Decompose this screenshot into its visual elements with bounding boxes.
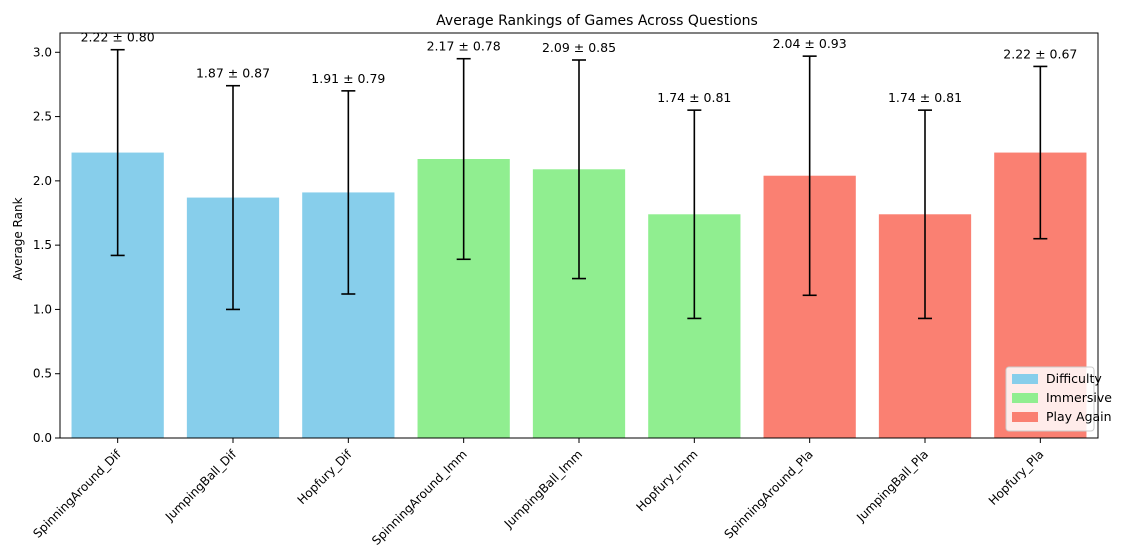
- y-tick-label: 0.0: [33, 431, 52, 445]
- x-tick-label: SpinningAround_Pla: [722, 447, 816, 541]
- y-ticks-group: 0.0 0.5 1.0 1.5 2.0 2.5 3.0: [33, 45, 60, 445]
- legend-swatch: [1012, 374, 1038, 384]
- x-tick-label: SpinningAround_Imm: [369, 447, 470, 548]
- data-label: 2.04 ± 0.93: [773, 36, 847, 51]
- x-tick-label: Hopfury_Dif: [295, 447, 355, 507]
- y-tick-label: 2.5: [33, 110, 52, 124]
- data-label: 2.17 ± 0.78: [427, 39, 501, 54]
- x-tick-label: SpinningAround_Dif: [30, 447, 124, 541]
- y-axis-label: Average Rank: [11, 197, 25, 280]
- data-label: 1.74 ± 0.81: [657, 90, 731, 105]
- data-labels-group: 2.22 ± 0.80 1.87 ± 0.87 1.91 ± 0.79 2.17 ± …: [81, 30, 1078, 105]
- legend-swatch: [1012, 393, 1038, 403]
- legend-label: Play Again: [1046, 409, 1112, 424]
- y-tick-label: 3.0: [33, 45, 52, 59]
- y-tick-label: 1.5: [33, 238, 52, 252]
- x-tick-label: JumpingBall_Imm: [501, 447, 585, 531]
- x-ticks-group: SpinningAround_Dif JumpingBall_Dif Hopfury…: [30, 438, 1046, 548]
- data-label: 2.22 ± 0.80: [81, 30, 155, 45]
- y-tick-label: 1.0: [33, 302, 52, 316]
- legend-label: Immersive: [1046, 390, 1112, 405]
- x-tick-label: Hopfury_Pla: [986, 447, 1047, 508]
- data-label: 1.74 ± 0.81: [888, 90, 962, 105]
- x-tick-label: Hopfury_Imm: [633, 447, 700, 514]
- data-label: 2.22 ± 0.67: [1003, 46, 1077, 61]
- legend-label: Difficulty: [1046, 371, 1102, 386]
- data-label: 1.87 ± 0.87: [196, 66, 270, 81]
- y-tick-label: 2.0: [33, 174, 52, 188]
- error-bars-group: [110, 48, 1048, 320]
- x-tick-label: JumpingBall_Dif: [162, 447, 240, 525]
- data-label: 1.91 ± 0.79: [311, 71, 385, 86]
- data-label: 2.09 ± 0.85: [542, 40, 616, 55]
- chart-title: Average Rankings of Games Across Questio…: [436, 13, 758, 29]
- legend-swatch: [1012, 412, 1038, 422]
- x-tick-label: JumpingBall_Pla: [853, 447, 931, 525]
- legend: Difficulty Immersive Play Again: [1005, 366, 1112, 432]
- y-tick-label: 0.5: [33, 367, 52, 381]
